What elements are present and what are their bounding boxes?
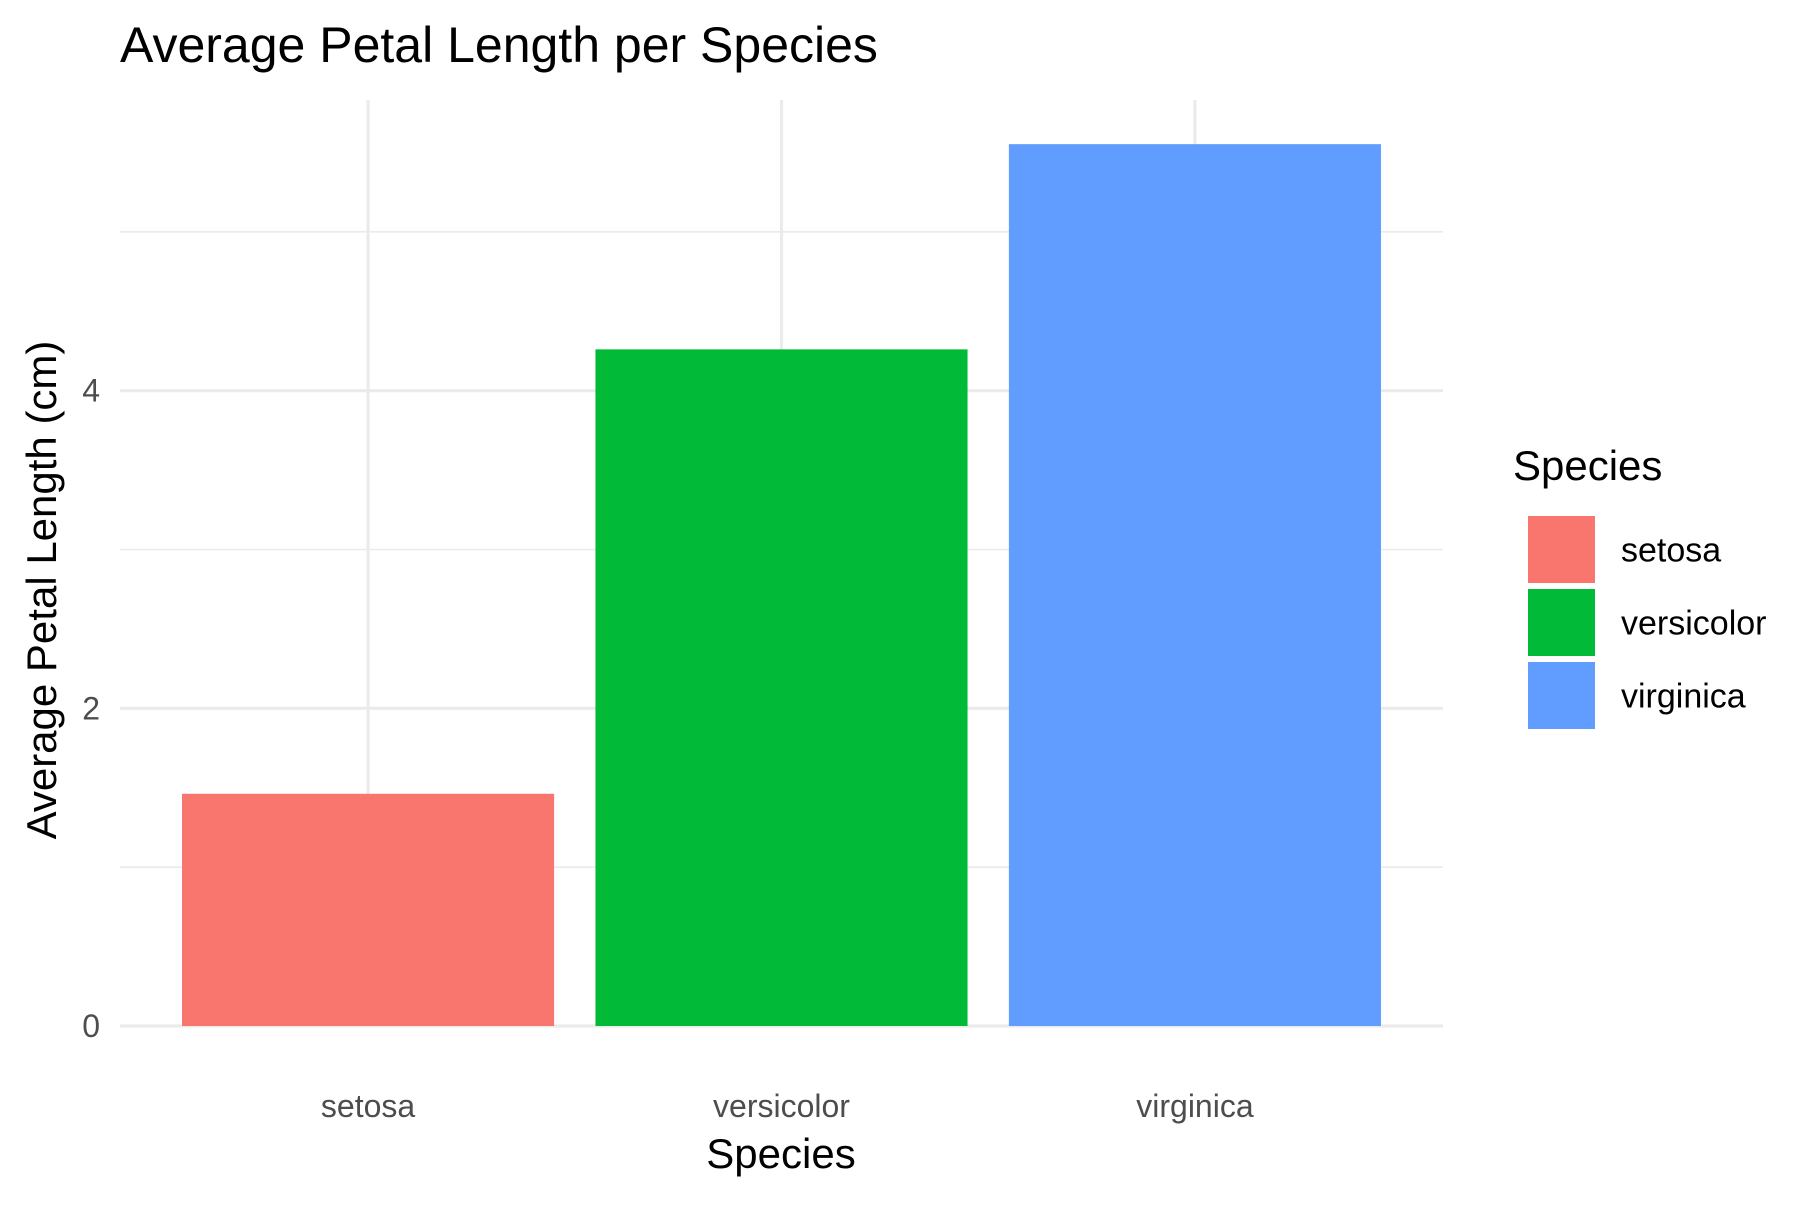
legend-key-setosa bbox=[1528, 516, 1595, 583]
legend-title: Species bbox=[1513, 442, 1662, 489]
legend-label: versicolor bbox=[1621, 605, 1766, 643]
bar-virginica bbox=[1008, 144, 1381, 1026]
chart-title: Average Petal Length per Species bbox=[120, 17, 878, 73]
x-tick-label: virginica bbox=[1136, 1088, 1254, 1124]
legend-key-versicolor bbox=[1528, 589, 1595, 656]
x-tick-label: versicolor bbox=[713, 1088, 850, 1124]
legend-key-virginica bbox=[1528, 662, 1595, 729]
x-axis-title: Species bbox=[706, 1130, 855, 1177]
bars bbox=[182, 144, 1381, 1026]
y-tick-label: 0 bbox=[82, 1008, 100, 1044]
y-tick-label: 2 bbox=[82, 690, 100, 726]
y-axis-title: Average Petal Length (cm) bbox=[18, 341, 65, 840]
legend: Species setosa versicolor virginica bbox=[1513, 442, 1766, 729]
x-tick-label: setosa bbox=[321, 1088, 415, 1124]
legend-label: virginica bbox=[1621, 678, 1746, 716]
y-tick-label: 4 bbox=[82, 373, 100, 409]
legend-label: setosa bbox=[1621, 532, 1721, 570]
axes: 0 2 4 setosa versicolor virginica bbox=[82, 373, 1254, 1124]
bar-versicolor bbox=[595, 349, 968, 1026]
bar-setosa bbox=[182, 793, 555, 1026]
